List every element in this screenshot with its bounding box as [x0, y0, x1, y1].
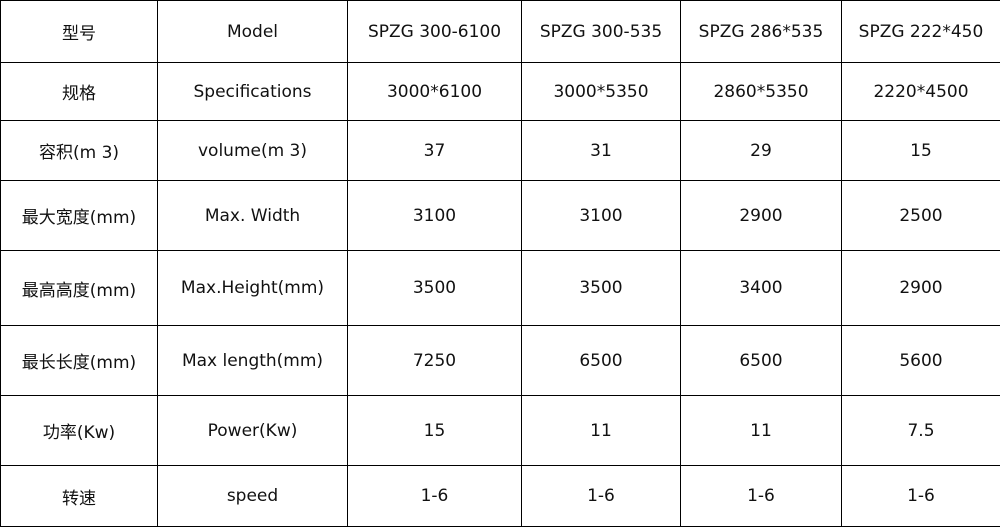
table-cell: 容积(m 3) — [1, 121, 158, 181]
table-cell: volume(m 3) — [158, 121, 348, 181]
table-cell: Max.Height(mm) — [158, 251, 348, 326]
table-cell: speed — [158, 466, 348, 527]
table-cell: 6500 — [681, 326, 842, 396]
table-cell: 最高高度(mm) — [1, 251, 158, 326]
table-cell: 11 — [681, 396, 842, 466]
table-cell: 1-6 — [681, 466, 842, 527]
table-cell: 功率(Kw) — [1, 396, 158, 466]
table-cell: Max. Width — [158, 181, 348, 251]
table-cell: SPZG 286*535 — [681, 1, 842, 63]
table-cell: 3400 — [681, 251, 842, 326]
table-cell: 7.5 — [842, 396, 1000, 466]
table-cell: 3500 — [348, 251, 522, 326]
table-cell: 5600 — [842, 326, 1000, 396]
table-cell: 3500 — [522, 251, 681, 326]
table-cell: 2220*4500 — [842, 63, 1000, 121]
table-cell: 3000*5350 — [522, 63, 681, 121]
table-cell: 29 — [681, 121, 842, 181]
table-cell: 3100 — [522, 181, 681, 251]
table-cell: 15 — [842, 121, 1000, 181]
table-cell: Max length(mm) — [158, 326, 348, 396]
table-cell: 1-6 — [348, 466, 522, 527]
table-cell: 15 — [348, 396, 522, 466]
table-cell: 7250 — [348, 326, 522, 396]
table-cell: 37 — [348, 121, 522, 181]
table-cell: Power(Kw) — [158, 396, 348, 466]
table-cell: 最长长度(mm) — [1, 326, 158, 396]
table-cell: 31 — [522, 121, 681, 181]
table-cell: 11 — [522, 396, 681, 466]
table-cell: SPZG 222*450 — [842, 1, 1000, 63]
table-cell: Specifications — [158, 63, 348, 121]
table-cell: 转速 — [1, 466, 158, 527]
table-cell: 2500 — [842, 181, 1000, 251]
table-cell: 2900 — [842, 251, 1000, 326]
table-cell: 3000*6100 — [348, 63, 522, 121]
table-cell: Model — [158, 1, 348, 63]
table-cell: 1-6 — [522, 466, 681, 527]
table-cell: 2860*5350 — [681, 63, 842, 121]
table-cell: 2900 — [681, 181, 842, 251]
table-cell: SPZG 300-6100 — [348, 1, 522, 63]
table-cell: 型号 — [1, 1, 158, 63]
table-cell: 3100 — [348, 181, 522, 251]
table-cell: 6500 — [522, 326, 681, 396]
table-cell: 最大宽度(mm) — [1, 181, 158, 251]
table-cell: SPZG 300-535 — [522, 1, 681, 63]
table-cell: 1-6 — [842, 466, 1000, 527]
table-cell: 规格 — [1, 63, 158, 121]
